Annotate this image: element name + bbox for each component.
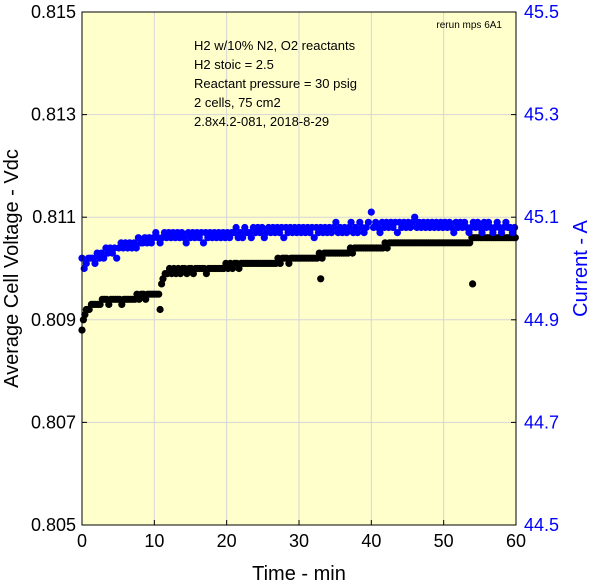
x-tick-label: 10 [144,531,164,551]
y-tick-label: 0.815 [31,2,76,22]
y2-tick-label: 45.3 [524,105,559,125]
annotation-block: H2 w/10% N2, O2 reactants H2 stoic = 2.5 R… [194,38,357,129]
x-tick-label: 40 [361,531,381,551]
current-point [280,234,288,242]
current-point [247,234,255,242]
current-point [411,213,419,221]
y-axis-label-left: Average Cell Voltage - Vdc [1,149,23,388]
current-point [199,239,208,247]
y2-tick-label: 45.1 [524,207,559,227]
current-point [91,259,99,267]
voltage-series [78,234,519,334]
current-point [367,208,375,216]
voltage-point [317,275,325,283]
y-tick-label: 0.811 [32,207,76,227]
annotation-line: H2 w/10% N2, O2 reactants [194,38,356,53]
current-series [78,208,519,273]
x-tick-label: 30 [289,531,309,551]
annotation-line: 2.8x4.2-081, 2018-8-29 [194,114,329,129]
current-point [239,234,247,242]
current-point [364,218,372,226]
x-tick-label: 50 [434,531,454,551]
voltage-point [156,305,164,314]
current-point [310,234,318,242]
current-point [450,229,458,237]
x-tick-label: 0 [77,531,87,551]
annotation-line: H2 stoic = 2.5 [194,57,274,72]
current-point [332,218,340,226]
x-tick-label: 60 [506,531,526,551]
current-point [354,229,362,237]
current-point [132,244,140,252]
corner-note: rerun mps 6A1 [436,20,502,31]
y-axis-label-right: Current - A [570,219,592,316]
y-tick-label: 0.809 [31,310,76,330]
current-point [347,218,355,226]
current-point [478,229,486,237]
voltage-point [469,280,477,288]
y2-tick-label: 45.5 [524,2,559,22]
current-point [100,254,108,262]
x-axis-label: Time - min [252,563,346,585]
y-tick-label: 0.813 [31,105,76,125]
y2-tick-label: 44.5 [524,515,559,535]
current-point [393,229,401,237]
axes: 0 10 20 30 40 50 60 0.805 0.807 0.809 0.811 0.813 0.… [31,2,559,551]
current-point [258,223,266,232]
current-point [182,239,190,247]
current-point [376,229,384,237]
data-series [78,208,519,334]
y-tick-label: 0.807 [31,412,76,432]
current-point [113,254,121,262]
voltage-point [155,290,163,298]
annotation-line: Reactant pressure = 30 psig [194,76,357,91]
y-tick-label: 0.805 [31,515,76,535]
current-point [510,223,519,232]
current-point [232,223,240,232]
y2-tick-label: 44.7 [524,412,559,432]
y2-tick-label: 44.9 [524,310,559,330]
x-tick-label: 20 [217,531,237,551]
annotation-line: 2 cells, 75 cm2 [194,95,281,110]
